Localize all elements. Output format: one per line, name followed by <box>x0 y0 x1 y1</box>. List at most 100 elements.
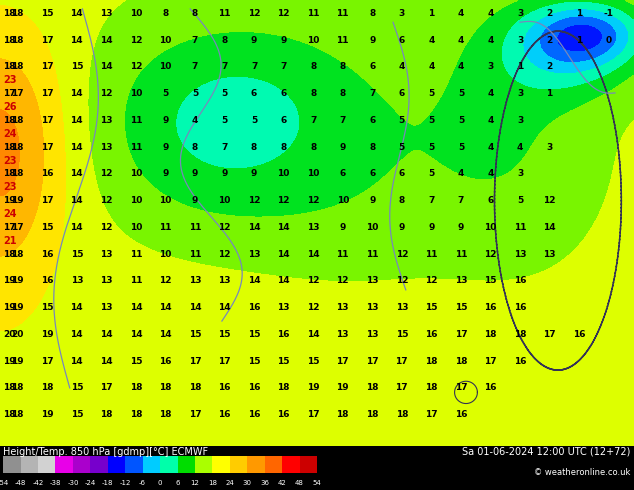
Text: 17: 17 <box>3 89 16 98</box>
Text: 5: 5 <box>458 116 464 125</box>
Text: 16: 16 <box>218 384 231 392</box>
Text: 13: 13 <box>396 303 408 312</box>
Text: 18: 18 <box>41 384 53 392</box>
Text: 12: 12 <box>543 196 556 205</box>
Text: 20: 20 <box>3 330 16 339</box>
Text: 18: 18 <box>425 357 437 366</box>
Text: 12: 12 <box>191 480 199 486</box>
Text: 19: 19 <box>41 330 54 339</box>
Text: 36: 36 <box>260 480 269 486</box>
Text: 5: 5 <box>428 89 434 98</box>
Text: 5: 5 <box>221 116 228 125</box>
Text: 17: 17 <box>543 330 556 339</box>
Text: 5: 5 <box>251 116 257 125</box>
Text: 12: 12 <box>218 223 231 232</box>
Text: 13: 13 <box>100 143 113 151</box>
Text: 8: 8 <box>280 143 287 151</box>
Text: 9: 9 <box>458 223 464 232</box>
Text: 17: 17 <box>366 357 378 366</box>
Text: 14: 14 <box>307 330 320 339</box>
Text: 16: 16 <box>514 276 526 285</box>
Text: 13: 13 <box>189 276 201 285</box>
Text: 13: 13 <box>100 116 113 125</box>
Text: 7: 7 <box>251 62 257 72</box>
Text: 54: 54 <box>313 480 321 486</box>
Text: 6: 6 <box>399 89 405 98</box>
Text: 17: 17 <box>455 384 467 392</box>
Text: 17: 17 <box>218 357 231 366</box>
Text: 14: 14 <box>248 276 261 285</box>
Text: -6: -6 <box>139 480 146 486</box>
Text: 18: 18 <box>11 170 24 178</box>
Text: 17: 17 <box>396 357 408 366</box>
Text: 6: 6 <box>399 36 405 45</box>
Bar <box>108 457 126 473</box>
Text: 12: 12 <box>337 276 349 285</box>
Text: -54: -54 <box>0 480 9 486</box>
Text: 15: 15 <box>70 62 83 72</box>
Text: 10: 10 <box>159 196 172 205</box>
Text: 3: 3 <box>399 9 405 18</box>
Bar <box>20 457 38 473</box>
Text: 14: 14 <box>70 357 83 366</box>
Text: 3: 3 <box>517 9 523 18</box>
Text: -48: -48 <box>15 480 26 486</box>
Text: 16: 16 <box>484 303 496 312</box>
Text: 6: 6 <box>251 89 257 98</box>
Text: 24: 24 <box>3 129 16 139</box>
Text: 12: 12 <box>248 196 261 205</box>
Text: 3: 3 <box>547 143 553 151</box>
Text: 9: 9 <box>221 170 228 178</box>
Text: 18: 18 <box>425 384 437 392</box>
Text: 7: 7 <box>192 62 198 72</box>
Text: 16: 16 <box>248 384 261 392</box>
Text: 11: 11 <box>218 9 231 18</box>
Text: 16: 16 <box>218 410 231 419</box>
Text: 12: 12 <box>248 9 261 18</box>
Text: 1: 1 <box>576 9 582 18</box>
Text: 9: 9 <box>162 143 169 151</box>
Text: 4: 4 <box>458 36 464 45</box>
Text: 11: 11 <box>307 9 320 18</box>
Text: 10: 10 <box>130 223 142 232</box>
Text: 17: 17 <box>100 384 113 392</box>
Text: 18: 18 <box>11 62 24 72</box>
Text: 20: 20 <box>11 330 24 339</box>
Text: 18: 18 <box>159 410 172 419</box>
Text: 19: 19 <box>307 384 320 392</box>
Text: 17: 17 <box>11 223 24 232</box>
Text: 30: 30 <box>243 480 252 486</box>
Text: 12: 12 <box>130 36 142 45</box>
Text: 5: 5 <box>399 116 405 125</box>
Text: 15: 15 <box>455 303 467 312</box>
Text: 9: 9 <box>192 196 198 205</box>
Text: 18: 18 <box>366 410 378 419</box>
Text: 16: 16 <box>248 410 261 419</box>
Text: 4: 4 <box>517 143 523 151</box>
Text: 18: 18 <box>3 116 16 125</box>
Text: 13: 13 <box>366 330 378 339</box>
Text: 12: 12 <box>307 303 320 312</box>
Text: 7: 7 <box>310 116 316 125</box>
Text: 6: 6 <box>399 170 405 178</box>
Text: 18: 18 <box>11 410 24 419</box>
Text: 16: 16 <box>514 303 526 312</box>
Text: 14: 14 <box>70 143 83 151</box>
Text: 10: 10 <box>159 62 172 72</box>
Text: 14: 14 <box>100 36 113 45</box>
Text: 13: 13 <box>100 303 113 312</box>
Text: 12: 12 <box>130 62 142 72</box>
Text: Sa 01-06-2024 12:00 UTC (12+72): Sa 01-06-2024 12:00 UTC (12+72) <box>462 447 631 457</box>
Text: 18: 18 <box>396 410 408 419</box>
Text: 16: 16 <box>248 303 261 312</box>
Text: 17: 17 <box>189 410 202 419</box>
Text: 5: 5 <box>428 143 434 151</box>
Text: 14: 14 <box>70 223 83 232</box>
Text: 15: 15 <box>70 250 83 259</box>
Text: 12: 12 <box>100 223 113 232</box>
Text: 11: 11 <box>337 9 349 18</box>
Text: 5: 5 <box>221 89 228 98</box>
Text: 18: 18 <box>3 410 16 419</box>
Text: 18: 18 <box>11 250 24 259</box>
Text: 9: 9 <box>162 170 169 178</box>
